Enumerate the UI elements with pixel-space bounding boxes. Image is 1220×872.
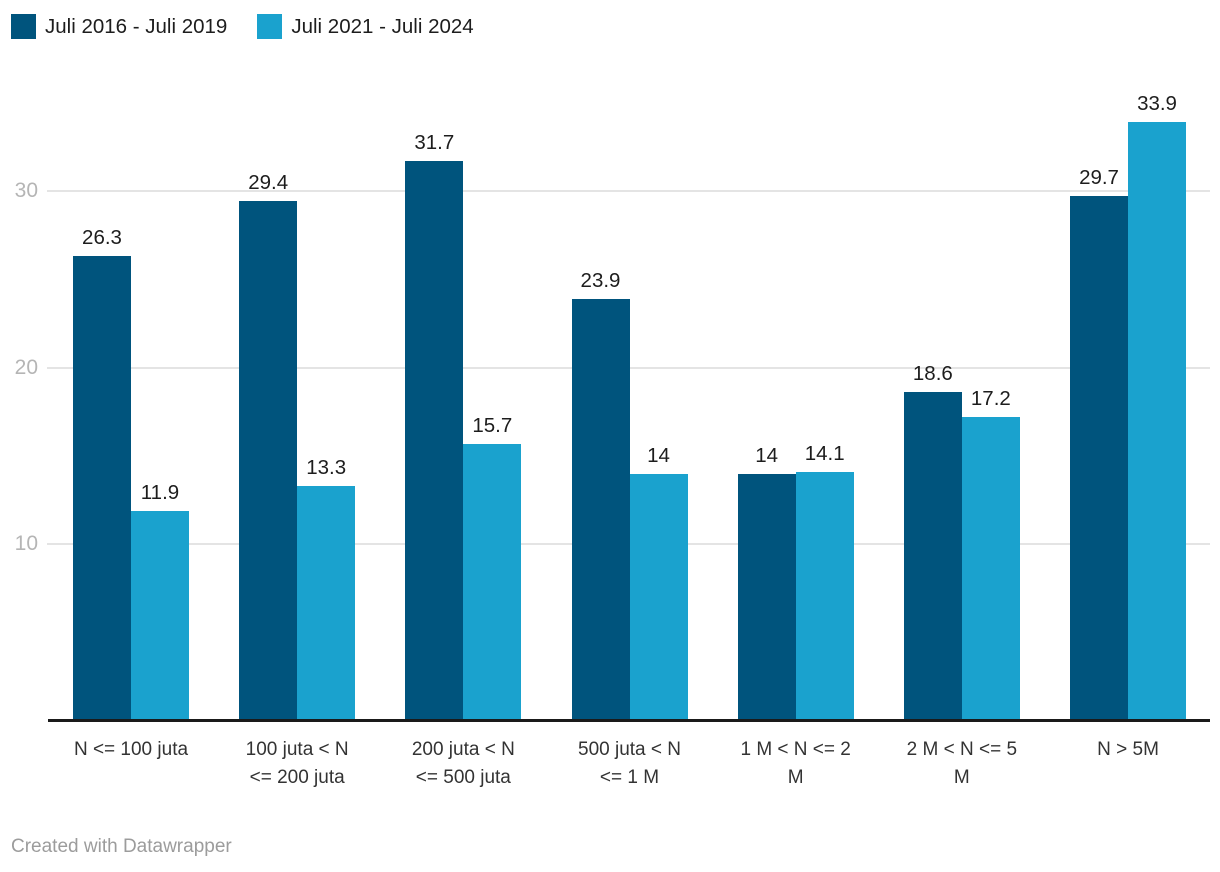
bar-series2-cat5 (795, 471, 854, 721)
value-label: 14.1 (804, 441, 845, 465)
bar-series1-cat2 (239, 201, 298, 721)
x-category-label: N > 5M (1097, 739, 1159, 760)
legend-label: Juli 2016 - Juli 2019 (45, 15, 228, 38)
bar-series2-cat1 (131, 510, 189, 721)
x-category-label: 2 M < N <= 5 M (906, 739, 1018, 788)
value-label: 11.9 (140, 480, 180, 504)
legend-swatch-dark-blue (11, 14, 36, 39)
value-label: 23.9 (580, 268, 621, 292)
x-category-label: 200 juta < N <= 500 juta (411, 739, 515, 788)
value-label: 29.4 (248, 171, 289, 195)
value-label: 18.6 (912, 362, 953, 386)
bar-series2-cat7 (1128, 121, 1187, 721)
bar-series2-cat2 (297, 485, 356, 721)
value-label: 33.9 (1137, 91, 1177, 115)
x-category-label: 500 juta < N <= 1 M (578, 739, 681, 788)
bar-series1-cat3 (405, 160, 464, 721)
value-label: 29.7 (1079, 166, 1119, 190)
x-category-label: N <= 100 juta (73, 739, 189, 760)
value-label: 14 (755, 443, 779, 467)
gridline-30 (47, 189, 1210, 192)
value-label: 15.7 (472, 413, 513, 437)
x-axis-baseline (48, 719, 1210, 722)
bar-series1-cat7 (1070, 196, 1129, 721)
value-label: 13.3 (306, 455, 347, 479)
legend-label: Juli 2021 - Juli 2024 (291, 15, 474, 38)
value-label: 17.2 (970, 386, 1011, 410)
bar-series1-cat5 (737, 473, 796, 721)
attribution-text[interactable]: Created with Datawrapper (11, 836, 232, 857)
bar-series2-cat6 (961, 416, 1020, 721)
value-label: 26.3 (82, 226, 122, 250)
bar-series1-cat4 (571, 298, 630, 721)
x-category-label: 1 M < N <= 2 M (740, 739, 851, 788)
bar-series1-cat6 (903, 392, 962, 721)
bar-series2-cat3 (463, 443, 522, 721)
legend: Juli 2016 - Juli 2019 Juli 2021 - Juli 2… (11, 13, 474, 40)
x-category-label: 100 juta < N <= 200 juta (245, 739, 349, 788)
bar-series2-cat4 (629, 473, 688, 721)
y-tick-label-30: 30 (14, 178, 38, 202)
y-tick-label-10: 10 (14, 532, 38, 556)
value-label: 31.7 (414, 130, 455, 154)
legend-item-2021-2024: Juli 2021 - Juli 2024 (257, 13, 474, 40)
bar-series1-cat1 (73, 256, 131, 721)
legend-swatch-light-blue (257, 14, 283, 39)
legend-item-2016-2019: Juli 2016 - Juli 2019 (11, 13, 227, 40)
y-tick-label-20: 20 (14, 355, 38, 379)
value-label: 14 (647, 443, 670, 467)
